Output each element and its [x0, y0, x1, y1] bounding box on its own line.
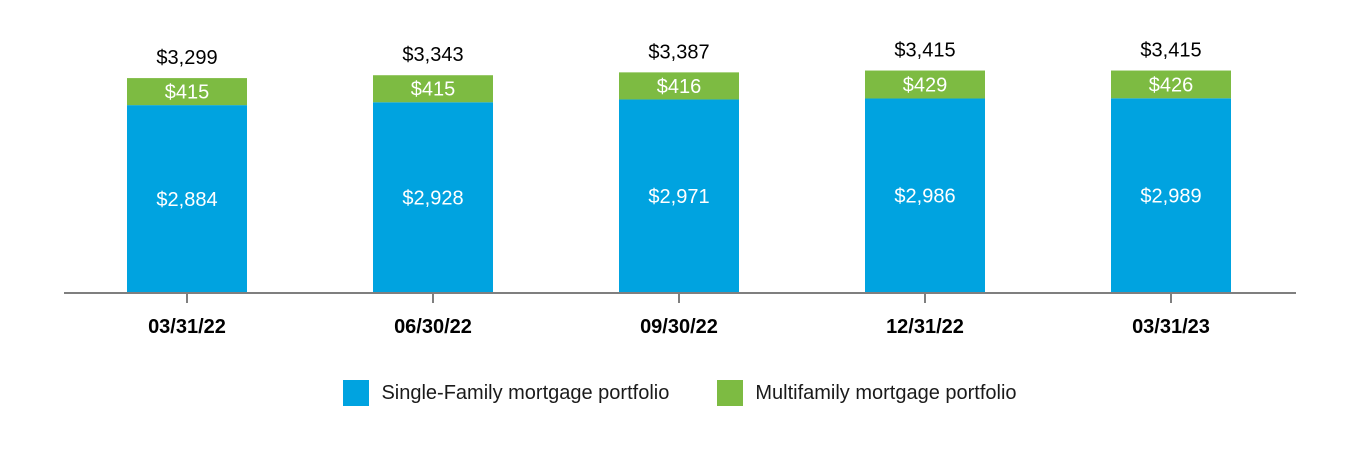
bar-single-family-1	[373, 102, 493, 293]
bars-layer: $2,884 $415 $3,299 $2,928 $415 $3,343 $2,971 $4…	[127, 40, 1231, 294]
bar-label-single-family-0: $2,884	[156, 189, 217, 211]
legend-swatch-single-family	[343, 380, 370, 406]
bar-multifamily-1	[373, 75, 493, 103]
bar-label-multifamily-3: $429	[903, 75, 948, 97]
x-ticks-layer: 03/31/22 06/30/22 09/30/22 12/31/22 03/31/23	[148, 293, 1210, 338]
bar-single-family-3	[865, 98, 985, 293]
legend-label-multifamily: Multifamily mortgage portfolio	[755, 381, 1017, 404]
total-label-4: $3,415	[1140, 40, 1201, 62]
bar-label-multifamily-2: $416	[657, 76, 702, 98]
x-tick-label-4: 03/31/23	[1132, 316, 1210, 338]
legend-item-multifamily: Multifamily mortgage portfolio	[717, 380, 1017, 406]
bar-label-single-family-4: $2,989	[1140, 186, 1201, 208]
total-label-1: $3,343	[402, 44, 463, 66]
x-tick-label-3: 12/31/22	[886, 316, 964, 338]
bar-label-multifamily-0: $415	[165, 82, 210, 104]
stacked-bar-chart: $2,884 $415 $3,299 $2,928 $415 $3,343 $2,971 $4…	[64, 40, 1296, 338]
bar-single-family-4	[1111, 98, 1231, 294]
bar-label-single-family-2: $2,971	[648, 186, 709, 208]
total-label-3: $3,415	[894, 40, 955, 62]
bar-single-family-2	[619, 99, 739, 293]
bar-label-multifamily-4: $426	[1149, 74, 1194, 96]
x-tick-label-0: 03/31/22	[148, 316, 226, 338]
legend-swatch-multifamily	[717, 380, 744, 406]
total-label-0: $3,299	[156, 47, 217, 69]
bar-multifamily-0	[127, 78, 247, 106]
legend: Single-Family mortgage portfolio Multifa…	[0, 380, 1360, 406]
bar-multifamily-2	[619, 72, 739, 100]
bar-label-multifamily-1: $415	[411, 79, 456, 101]
bar-label-single-family-1: $2,928	[402, 188, 463, 210]
total-label-2: $3,387	[648, 41, 709, 63]
bar-multifamily-4	[1111, 70, 1231, 99]
legend-item-single-family: Single-Family mortgage portfolio	[343, 380, 669, 406]
bar-label-single-family-3: $2,986	[894, 186, 955, 208]
x-tick-label-2: 09/30/22	[640, 316, 718, 338]
bar-single-family-0	[127, 105, 247, 294]
legend-label-single-family: Single-Family mortgage portfolio	[381, 381, 670, 404]
x-tick-label-1: 06/30/22	[394, 316, 472, 338]
bar-multifamily-3	[865, 70, 985, 99]
